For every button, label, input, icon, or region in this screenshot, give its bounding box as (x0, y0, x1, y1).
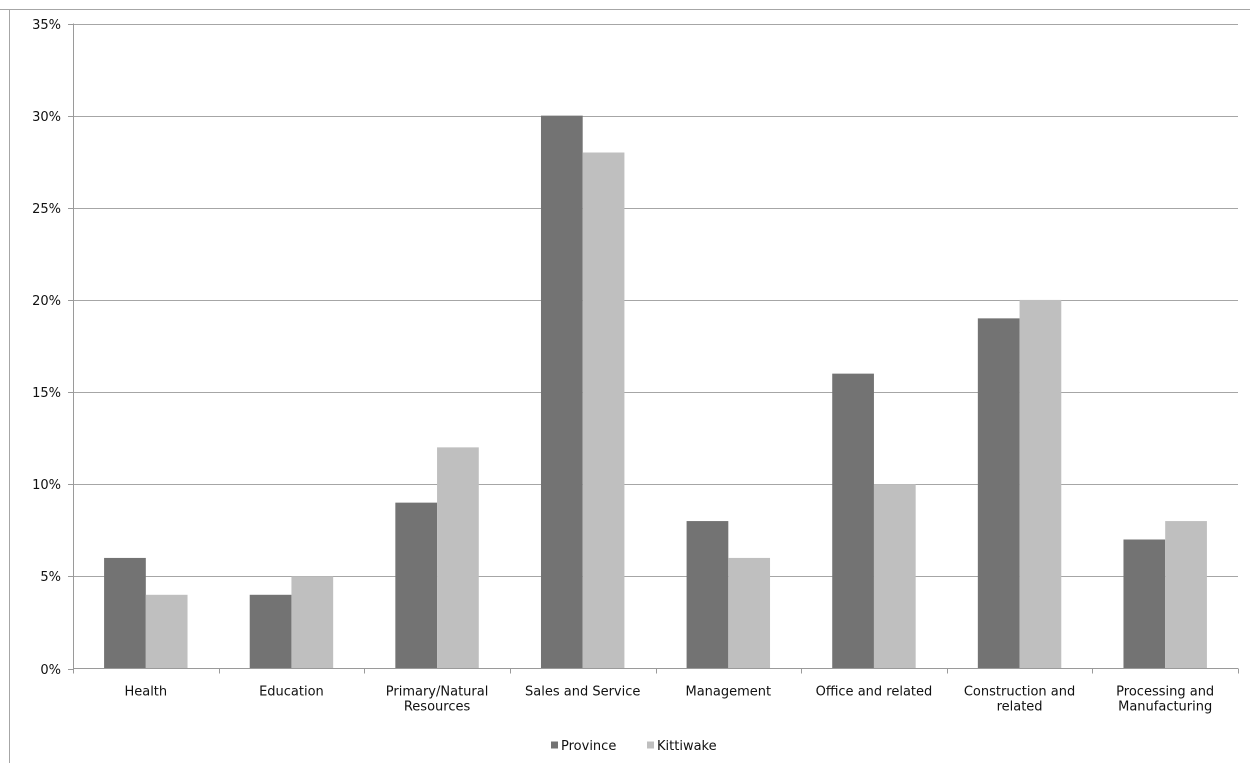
bar-kittiwake-2 (291, 576, 334, 669)
y-tick-label: 15% (32, 386, 61, 401)
x-tick-label: Health (124, 685, 167, 700)
bar-province-6 (832, 373, 874, 669)
y-tick-label: 25% (32, 202, 61, 217)
bar-province-5 (686, 521, 729, 669)
bar-province-1 (104, 557, 146, 669)
x-tick-label: related (997, 700, 1043, 715)
y-axis-tick-labels: 0% 5% 10% 15% 20% 25% 30% 35% (32, 18, 61, 678)
bar-kittiwake-5 (728, 557, 771, 669)
bar-province-7 (977, 318, 1020, 669)
y-tick-label: 35% (32, 18, 61, 33)
bars (104, 115, 1207, 669)
y-tick-label: 10% (32, 478, 61, 493)
x-tick-label: Education (259, 685, 324, 700)
y-tick-label: 20% (32, 294, 61, 309)
bar-kittiwake-3 (437, 447, 479, 669)
legend-item-kittiwake: Kittiwake (647, 739, 717, 754)
bar-kittiwake-8 (1165, 521, 1207, 669)
legend-label: Kittiwake (657, 739, 717, 754)
legend-swatch-kittiwake (647, 741, 654, 749)
y-tick-label: 0% (40, 663, 61, 678)
x-tick-label: Manufacturing (1118, 700, 1212, 715)
y-tick-label: 5% (40, 570, 61, 585)
y-tick-label: 30% (32, 110, 61, 125)
x-tick-label: Management (685, 685, 771, 700)
legend-label: Province (561, 739, 616, 754)
x-tick-label: Processing and (1116, 685, 1214, 700)
x-tick-label: Office and related (816, 685, 933, 700)
x-tick-label: Primary/Natural (386, 685, 489, 700)
bar-province-2 (249, 594, 292, 669)
bar-kittiwake-7 (1019, 299, 1062, 669)
x-tick-label: Sales and Service (525, 685, 640, 700)
bar-kittiwake-6 (873, 484, 916, 669)
legend: Province Kittiwake (551, 739, 717, 754)
bar-province-3 (395, 502, 438, 669)
legend-swatch-province (551, 741, 558, 749)
bar-province-8 (1123, 539, 1166, 669)
bar-province-4 (540, 115, 583, 669)
axes (68, 23, 1239, 674)
bar-kittiwake-4 (582, 152, 625, 669)
x-tick-label: Construction and (964, 685, 1075, 700)
gridlines (73, 24, 1238, 577)
legend-item-province: Province (551, 739, 616, 754)
x-tick-label: Resources (404, 700, 471, 715)
bar-kittiwake-1 (145, 594, 188, 669)
